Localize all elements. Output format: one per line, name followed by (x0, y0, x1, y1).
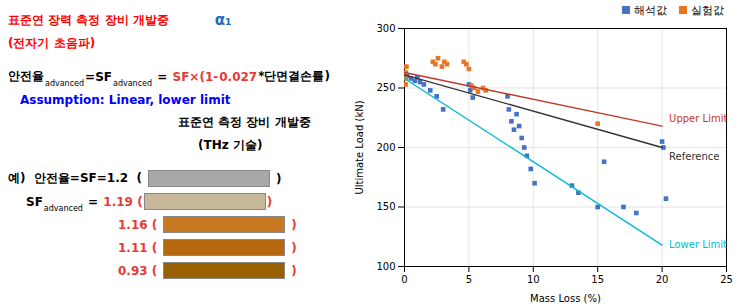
html-text:α₁: α₁ (214, 11, 232, 29)
svg-text:300: 300 (376, 23, 395, 34)
svg-text:20: 20 (656, 274, 669, 285)
html-text:표준연 장력 측정 장비 개발중: 표준연 장력 측정 장비 개발중 (8, 12, 169, 27)
svg-text:Mass Loss (%): Mass Loss (%) (530, 293, 601, 304)
html-text:예) 안전율=SF=1.2 (: 예) 안전율=SF=1.2 ( (8, 171, 142, 185)
html-text:SFadvanced= 1.19 (: SFadvanced= 1.19 ( (26, 194, 143, 213)
svg-text:15: 15 (591, 274, 604, 285)
html-text:(전자기 초음파): (전자기 초음파) (8, 36, 96, 50)
html-text:1.11 (: 1.11 ( (118, 240, 158, 255)
svg-text:250: 250 (376, 82, 395, 93)
svg-text:0: 0 (401, 274, 407, 285)
html-text:advanced=SFadvanced= SF×(1- 0.: advanced=SFadvanced= SF×(1- 0.027 *단면결손률… (45, 69, 330, 88)
html-text:안전율: 안전율 (8, 69, 44, 83)
svg-text:200: 200 (376, 142, 395, 153)
html-text:Assumption: Linear, lower limi: Assumption: Linear, lower limit (20, 92, 231, 107)
html-text:1.16 (: 1.16 ( (118, 217, 158, 232)
svg-text:Lower Limit: Lower Limit (669, 239, 727, 250)
svg-text:Reference: Reference (669, 151, 719, 162)
html-text:표준연 측정 장비 개발중: 표준연 측정 장비 개발중 (178, 115, 311, 129)
html-text:(THz 기술): (THz 기술) (198, 138, 263, 152)
svg-text:Upper Limit: Upper Limit (669, 113, 727, 124)
svg-text:5: 5 (466, 274, 472, 285)
svg-text:150: 150 (376, 201, 395, 212)
svg-text:Ultimate Load (kN): Ultimate Load (kN) (354, 100, 365, 194)
html-text:0.93 (: 0.93 ( (118, 263, 158, 278)
html-text:해석값: 해석값 (634, 3, 667, 17)
svg-text:100: 100 (376, 261, 395, 272)
svg-text:10: 10 (527, 274, 540, 285)
svg-text:25: 25 (720, 274, 733, 285)
html-text:실험값: 실험값 (691, 3, 724, 17)
